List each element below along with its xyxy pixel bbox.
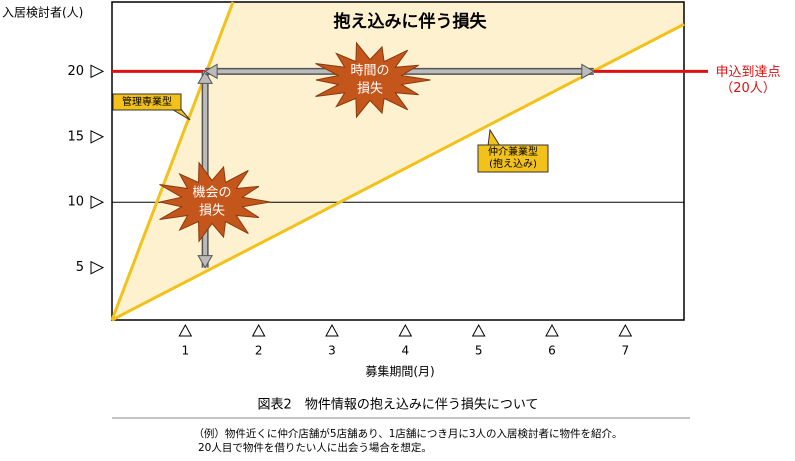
y-tick-mark	[90, 64, 105, 79]
target-label: 申込到達点	[715, 65, 780, 80]
x-tick-mark	[325, 323, 339, 337]
starburst-label: 時間の	[350, 64, 389, 79]
x-tick-label: 1	[182, 344, 190, 358]
starburst-label: 損失	[357, 82, 383, 97]
legend-label: 仲介兼業型	[488, 145, 538, 158]
plot-frame	[111, 1, 685, 321]
x-tick-mark	[251, 323, 266, 337]
x-tick-label: 5	[475, 344, 483, 358]
x-axis-label: 募集期間(月)	[365, 364, 434, 379]
y-tick-label: 15	[67, 129, 84, 144]
arrow-head	[197, 255, 214, 269]
x-tick-mark	[471, 323, 486, 337]
x-tick-label: 7	[622, 344, 630, 358]
starburst-label: 損失	[199, 204, 225, 219]
arrow-head	[581, 63, 595, 80]
starburst-label: 機会の	[192, 186, 231, 201]
y-tick-label: 20	[67, 64, 84, 79]
x-tick-label: 6	[548, 344, 556, 358]
x-tick-label: 2	[255, 344, 263, 358]
callout-box	[477, 144, 549, 173]
legend-label: 管理専業型	[122, 95, 172, 108]
note: （例）物件近くに仲介店舗が5店舗あり、1店舗につき月に3人の入居検討者に物件を紹…	[193, 427, 622, 440]
x-tick-mark	[398, 323, 413, 337]
arrow-head	[197, 70, 214, 84]
target-label: （20人）	[720, 81, 776, 96]
arrow-head	[204, 63, 218, 80]
legend-label: (抱え込み)	[489, 157, 537, 170]
x-tick-label: 4	[402, 344, 410, 358]
callout-pointer	[487, 128, 501, 147]
series-line	[110, 1, 235, 321]
x-tick-mark	[178, 323, 193, 337]
y-axis-label: 入居検討者(人)	[2, 5, 83, 20]
x-tick-label: 3	[328, 344, 336, 358]
y-tick-mark	[90, 195, 105, 210]
x-tick-mark	[545, 323, 559, 337]
starburst	[159, 161, 271, 243]
loss-area	[112, 2, 684, 320]
caption: 図表2 物件情報の抱え込みに伴う損失について	[258, 397, 539, 413]
callout-box	[112, 93, 182, 111]
note: 20人目で物件を借りたい人に出会う場合を想定。	[198, 441, 432, 454]
starburst	[315, 41, 431, 119]
x-tick-mark	[618, 323, 633, 337]
y-tick-mark	[90, 260, 105, 275]
chart-title: 抱え込みに伴う損失	[334, 11, 488, 32]
y-tick-label: 10	[67, 195, 84, 210]
y-tick-mark	[90, 129, 105, 144]
y-tick-label: 5	[76, 260, 84, 275]
